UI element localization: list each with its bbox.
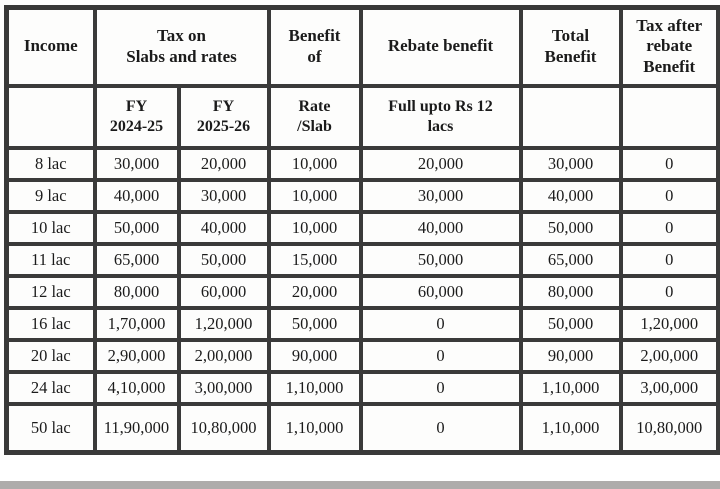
fy2425-cell: 65,000 <box>92 241 181 278</box>
benefit-cell: 50,000 <box>266 305 363 342</box>
header-income: Income <box>4 5 97 88</box>
benefit-cell: 1,10,000 <box>266 369 363 406</box>
table-row: 9 lac 40,000 30,000 10,000 30,000 40,000… <box>4 177 720 214</box>
after-cell: 0 <box>618 241 720 278</box>
rebate-cell: 0 <box>358 369 523 406</box>
rebate-cell: 30,000 <box>358 177 523 214</box>
after-cell: 0 <box>618 209 720 246</box>
total-cell: 50,000 <box>518 209 623 246</box>
income-cell: 24 lac <box>4 369 97 406</box>
table-row: 8 lac 30,000 20,000 10,000 20,000 30,000… <box>4 145 720 182</box>
after-cell: 0 <box>618 145 720 182</box>
after-cell: 10,80,000 <box>618 401 720 454</box>
rebate-cell: 40,000 <box>358 209 523 246</box>
fy2526-cell: 2,00,000 <box>176 337 271 374</box>
fy2526-cell: 3,00,000 <box>176 369 271 406</box>
subheader-total-blank <box>518 83 623 150</box>
benefit-cell: 10,000 <box>266 145 363 182</box>
income-cell: 16 lac <box>4 305 97 342</box>
rebate-cell: 60,000 <box>358 273 523 310</box>
fy2526-cell: 60,000 <box>176 273 271 310</box>
fy2526-cell: 40,000 <box>176 209 271 246</box>
total-cell: 40,000 <box>518 177 623 214</box>
subheader-fy-2024-25: FY 2024-25 <box>92 83 181 150</box>
fy2526-cell: 20,000 <box>176 145 271 182</box>
subheader-income-blank <box>4 83 97 150</box>
benefit-cell: 10,000 <box>266 209 363 246</box>
subheader-rate-slab: Rate /Slab <box>266 83 363 150</box>
header-rebate-benefit: Rebate benefit <box>358 5 523 88</box>
fy2425-cell: 4,10,000 <box>92 369 181 406</box>
total-cell: 1,10,000 <box>518 369 623 406</box>
income-cell: 12 lac <box>4 273 97 310</box>
header-tax-after-rebate: Tax after rebate Benefit <box>618 5 720 88</box>
income-cell: 8 lac <box>4 145 97 182</box>
fy2526-cell: 30,000 <box>176 177 271 214</box>
subheader-after-blank <box>618 83 720 150</box>
table-row: 16 lac 1,70,000 1,20,000 50,000 0 50,000… <box>4 305 720 342</box>
benefit-cell: 1,10,000 <box>266 401 363 454</box>
table-row: 11 lac 65,000 50,000 15,000 50,000 65,00… <box>4 241 720 278</box>
benefit-cell: 10,000 <box>266 177 363 214</box>
table-row: 12 lac 80,000 60,000 20,000 60,000 80,00… <box>4 273 720 310</box>
fy2425-cell: 40,000 <box>92 177 181 214</box>
table-row: 24 lac 4,10,000 3,00,000 1,10,000 0 1,10… <box>4 369 720 406</box>
header-tax-on-slabs: Tax on Slabs and rates <box>92 5 271 88</box>
benefit-cell: 90,000 <box>266 337 363 374</box>
total-cell: 1,10,000 <box>518 401 623 454</box>
fy2425-cell: 2,90,000 <box>92 337 181 374</box>
header-row-sub: FY 2024-25 FY 2025-26 Rate /Slab Full up… <box>4 83 720 150</box>
table-row: 10 lac 50,000 40,000 10,000 40,000 50,00… <box>4 209 720 246</box>
header-benefit-of: Benefit of <box>266 5 363 88</box>
benefit-cell: 15,000 <box>266 241 363 278</box>
fy2425-cell: 80,000 <box>92 273 181 310</box>
fy2425-cell: 30,000 <box>92 145 181 182</box>
rebate-cell: 0 <box>358 305 523 342</box>
total-cell: 90,000 <box>518 337 623 374</box>
income-cell: 50 lac <box>4 401 97 454</box>
after-cell: 0 <box>618 273 720 310</box>
header-row-main: Income Tax on Slabs and rates Benefit of… <box>4 5 720 88</box>
fy2425-cell: 50,000 <box>92 209 181 246</box>
subheader-full-upto: Full upto Rs 12 lacs <box>358 83 523 150</box>
after-cell: 1,20,000 <box>618 305 720 342</box>
total-cell: 50,000 <box>518 305 623 342</box>
fy2425-cell: 1,70,000 <box>92 305 181 342</box>
income-cell: 10 lac <box>4 209 97 246</box>
rebate-cell: 50,000 <box>358 241 523 278</box>
income-cell: 9 lac <box>4 177 97 214</box>
subheader-fy-2025-26: FY 2025-26 <box>176 83 271 150</box>
table-row: 20 lac 2,90,000 2,00,000 90,000 0 90,000… <box>4 337 720 374</box>
rebate-cell: 0 <box>358 401 523 454</box>
table-row: 50 lac 11,90,000 10,80,000 1,10,000 0 1,… <box>4 401 720 454</box>
bottom-edge-strip <box>0 481 720 489</box>
total-cell: 30,000 <box>518 145 623 182</box>
income-cell: 20 lac <box>4 337 97 374</box>
fy2526-cell: 50,000 <box>176 241 271 278</box>
fy2526-cell: 1,20,000 <box>176 305 271 342</box>
income-cell: 11 lac <box>4 241 97 278</box>
rebate-cell: 20,000 <box>358 145 523 182</box>
after-cell: 2,00,000 <box>618 337 720 374</box>
total-cell: 65,000 <box>518 241 623 278</box>
rebate-cell: 0 <box>358 337 523 374</box>
fy2425-cell: 11,90,000 <box>92 401 181 454</box>
header-total-benefit: Total Benefit <box>518 5 623 88</box>
after-cell: 3,00,000 <box>618 369 720 406</box>
fy2526-cell: 10,80,000 <box>176 401 271 454</box>
benefit-cell: 20,000 <box>266 273 363 310</box>
tax-benefit-table: Income Tax on Slabs and rates Benefit of… <box>4 5 720 455</box>
after-cell: 0 <box>618 177 720 214</box>
total-cell: 80,000 <box>518 273 623 310</box>
table-container: Income Tax on Slabs and rates Benefit of… <box>4 5 720 455</box>
